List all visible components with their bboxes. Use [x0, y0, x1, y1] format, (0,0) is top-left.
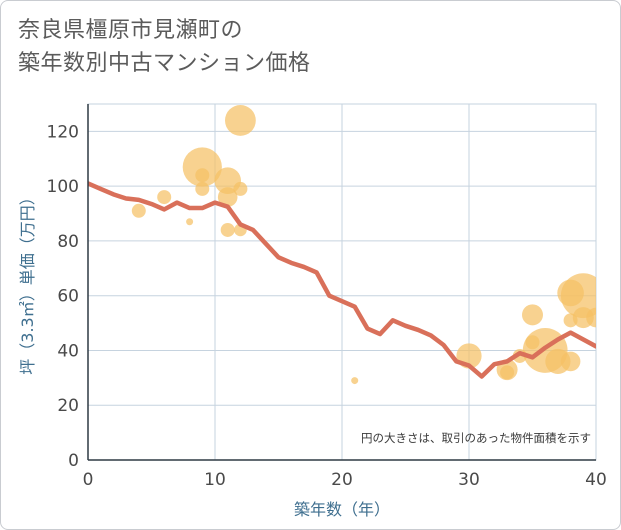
y-tick-label: 20 [57, 396, 79, 416]
x-tick-label: 30 [458, 470, 480, 490]
trend-line [88, 181, 596, 379]
bubble-point [195, 181, 210, 196]
y-tick-label: 60 [57, 287, 79, 307]
chart-title-line-2: 築年数別中古マンション価格 [18, 51, 311, 76]
bubble-point [131, 203, 146, 218]
axes [87, 104, 596, 461]
tick-labels: 0 20 40 60 80 100 120 0 10 20 30 40 [47, 122, 607, 490]
bubble-point [186, 218, 194, 226]
bubble-point [233, 181, 248, 196]
bubble-point [195, 168, 210, 183]
y-axis-label: 坪（3.3㎡）単価（万円） [18, 189, 37, 374]
x-tick-label: 40 [585, 470, 607, 490]
bubble-point [157, 190, 172, 205]
x-tick-label: 20 [331, 470, 353, 490]
bubble-point [351, 377, 359, 385]
bubble-point [182, 147, 222, 187]
chart-title: 奈良県橿原市見瀬町の 築年数別中古マンション価格 [18, 14, 311, 80]
bubble-point [560, 273, 596, 319]
y-tick-label: 0 [68, 451, 79, 471]
bubble-point [220, 222, 235, 237]
x-tick-label: 0 [83, 470, 94, 490]
bubble-point [500, 365, 515, 380]
grid-lines [87, 103, 597, 461]
x-axis-label: 築年数（年） [294, 500, 390, 519]
y-tick-label: 100 [47, 177, 79, 197]
chart-title-line-1: 奈良県橿原市見瀬町の [18, 18, 244, 43]
bubble-point [217, 187, 238, 207]
bubble-point [225, 105, 256, 136]
y-tick-label: 120 [47, 122, 79, 142]
x-tick-label: 10 [204, 470, 226, 490]
bubble-size-note: 円の大きさは、取引のあった物件面積を示す [361, 431, 591, 445]
y-tick-label: 40 [57, 341, 79, 361]
bubble-point [586, 307, 596, 328]
trend-series [88, 181, 596, 379]
bubble-point [560, 351, 581, 372]
bubble-series [131, 105, 596, 385]
bubble-point [522, 304, 543, 326]
y-tick-label: 80 [57, 232, 79, 252]
